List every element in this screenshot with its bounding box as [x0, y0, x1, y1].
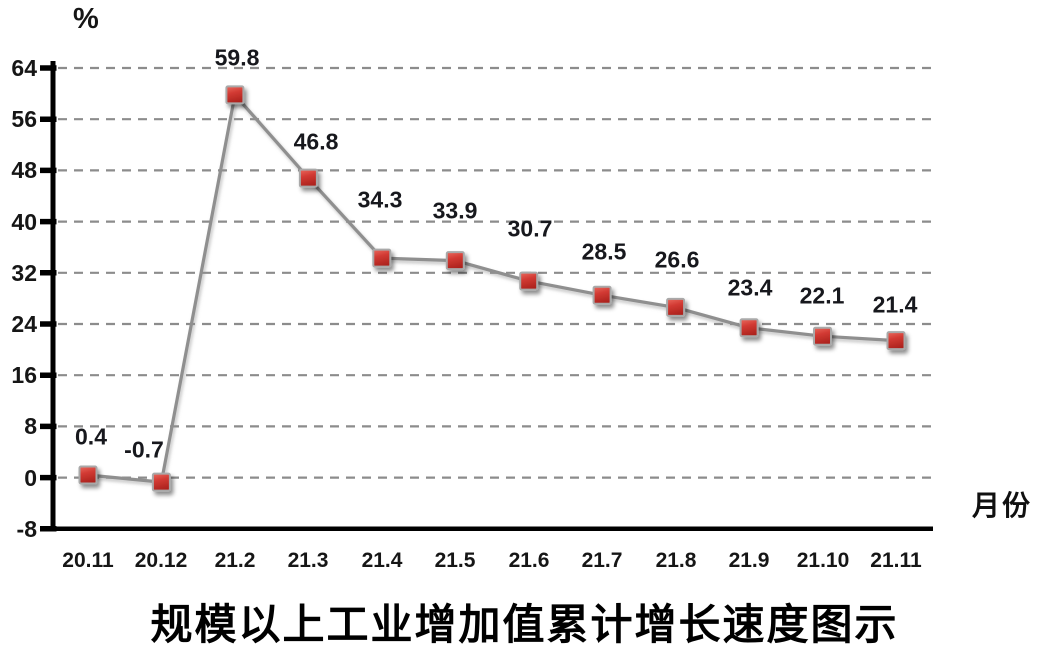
x-axis-tick-label: 21.11: [870, 549, 922, 572]
data-point-label: 0.4: [75, 423, 107, 450]
y-axis-tick-label: 0: [24, 465, 37, 491]
data-point-label: 33.9: [432, 197, 478, 224]
y-axis-tick-label: 8: [24, 413, 37, 439]
data-point-marker: [298, 168, 318, 188]
x-axis-tick-label: 21.6: [508, 549, 550, 572]
x-axis-tick-label: 21.7: [581, 549, 623, 572]
x-axis-tick-label: 21.2: [214, 549, 256, 572]
y-axis-tick-label: 16: [11, 362, 37, 388]
chart-title: 规模以上工业增加值累计增长速度图示: [150, 603, 899, 649]
x-axis-tick-label: 21.9: [728, 549, 770, 572]
data-point-marker: [813, 326, 832, 346]
data-point-marker: [225, 85, 245, 105]
data-point-label: 34.3: [357, 186, 403, 213]
y-axis-tick-label: 48: [11, 157, 37, 183]
y-axis-tick-label: 40: [11, 209, 37, 235]
y-axis-tick-label: 56: [11, 106, 37, 132]
y-axis-tick-label: 64: [11, 55, 37, 81]
data-point-label: 30.7: [507, 215, 553, 242]
x-axis-tick-label: 21.3: [287, 549, 329, 572]
data-point-marker: [666, 297, 686, 317]
series-line: [87, 93, 897, 484]
x-axis-tick-label: 20.11: [62, 549, 114, 572]
data-point-marker: [372, 248, 392, 268]
data-point-marker: [519, 271, 539, 291]
y-axis-tick-label: 24: [11, 311, 37, 337]
data-point-label: 28.5: [581, 238, 627, 265]
data-point-label: 23.4: [727, 274, 773, 301]
x-axis-tick-label: 21.8: [655, 549, 697, 572]
y-axis-unit-label: %: [73, 3, 99, 35]
x-axis-tick-label: 21.4: [361, 549, 403, 572]
x-axis-tick-label: 21.10: [796, 549, 850, 572]
data-point-label: 22.1: [799, 282, 845, 309]
data-point-marker: [445, 251, 465, 271]
data-point-marker: [592, 285, 612, 305]
data-point-label: 59.8: [214, 44, 260, 71]
data-point-marker: [78, 465, 98, 485]
x-axis-tick-label: 21.5: [434, 549, 476, 572]
y-axis-tick-label: -8: [16, 516, 37, 542]
data-point-marker: [886, 331, 906, 351]
y-axis-tick-label: 32: [11, 260, 37, 286]
data-point-label: -0.7: [124, 436, 164, 463]
data-point-marker: [151, 472, 171, 492]
x-axis-unit-label: 月份: [972, 490, 1033, 521]
x-axis-tick-label: 20.12: [134, 549, 188, 572]
data-point-label: 21.4: [872, 291, 918, 318]
data-point-label: 26.6: [654, 246, 700, 273]
data-point-marker: [739, 318, 759, 338]
data-point-label: 46.8: [293, 128, 339, 155]
